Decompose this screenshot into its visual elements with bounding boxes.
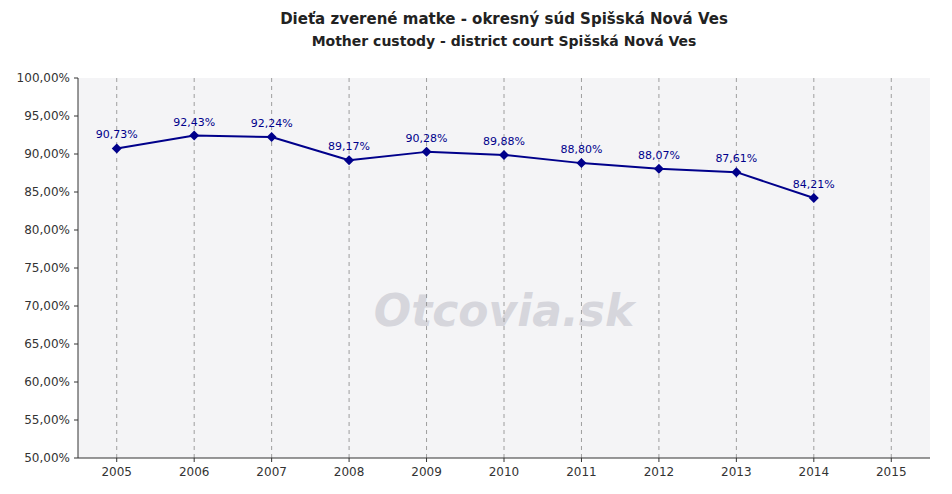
y-tick-label: 70,00%: [24, 299, 70, 313]
x-tick-label: 2015: [876, 465, 907, 479]
x-tick-label: 2012: [644, 465, 675, 479]
grid: [117, 78, 892, 458]
grid-line: [813, 78, 814, 458]
y-tick-label: 60,00%: [24, 375, 70, 389]
marker: [654, 164, 664, 174]
marker: [267, 132, 277, 142]
x-tick-label: 2010: [489, 465, 520, 479]
data-label: 89,17%: [328, 140, 370, 153]
y-tick-label: 80,00%: [24, 223, 70, 237]
title: Dieťa zverené matke - okresný súd Spišsk…: [280, 10, 728, 28]
x-tick: [349, 458, 350, 462]
y-tick-label: 55,00%: [24, 413, 70, 427]
marker: [809, 193, 819, 203]
y-tick-label: 90,00%: [24, 147, 70, 161]
x-tick: [581, 458, 582, 462]
data-label: 88,07%: [638, 149, 680, 162]
marker: [576, 158, 586, 168]
x-tick-label: 2009: [411, 465, 442, 479]
y-tick-label: 75,00%: [24, 261, 70, 275]
marker: [344, 155, 354, 165]
y-tick: [74, 420, 78, 421]
y-tick-label: 100,00%: [17, 71, 70, 85]
y-tick: [74, 344, 78, 345]
grid-line: [658, 78, 659, 458]
x-tick-label: 2014: [799, 465, 830, 479]
x-tick: [426, 458, 427, 462]
y-tick: [74, 382, 78, 383]
grid-line: [736, 78, 737, 458]
data-labels: 90,73% 92,43% 92,24% 89,17% 90,28% 89,88% 88,8…: [96, 116, 835, 191]
y-tick: [74, 116, 78, 117]
y-tick: [74, 306, 78, 307]
data-label: 90,73%: [96, 128, 138, 141]
data-label: 90,28%: [406, 132, 448, 145]
y-tick-label: 85,00%: [24, 185, 70, 199]
watermark: Otcovia.sk: [374, 285, 637, 336]
grid-line: [891, 78, 892, 458]
x-tick-label: 2005: [101, 465, 132, 479]
data-label: 84,21%: [793, 178, 835, 191]
x-tick: [658, 458, 659, 462]
x-tick-label: 2007: [256, 465, 287, 479]
marker: [189, 131, 199, 141]
plot-area: [78, 78, 930, 458]
marker: [731, 167, 741, 177]
x-tick: [271, 458, 272, 462]
series: [112, 131, 819, 203]
y-tick: [74, 230, 78, 231]
y-tick: [74, 268, 78, 269]
data-label: 87,61%: [715, 152, 757, 165]
x-tick: [891, 458, 892, 462]
x-tick: [813, 458, 814, 462]
grid-line: [581, 78, 582, 458]
x-tick: [194, 458, 195, 462]
x-tick-label: 2013: [721, 465, 752, 479]
grid-line: [349, 78, 350, 458]
subtitle: Mother custody - district court Spišská …: [312, 33, 697, 49]
y-tick-label: 95,00%: [24, 109, 70, 123]
x-tick-label: 2006: [179, 465, 210, 479]
x-tick: [116, 458, 117, 462]
x-tick-label: 2008: [334, 465, 365, 479]
x-tick: [504, 458, 505, 462]
axes: 2005 2006 2007 2008 2009 2010 2011 2012 2013 2014…: [17, 71, 930, 479]
y-tick: [74, 192, 78, 193]
marker: [499, 150, 509, 160]
data-label: 89,88%: [483, 135, 525, 148]
data-label: 92,24%: [251, 117, 293, 130]
x-tick: [736, 458, 737, 462]
marker: [112, 143, 122, 153]
x-tick-label: 2011: [566, 465, 597, 479]
y-tick-label: 50,00%: [24, 451, 70, 465]
chart: Dieťa zverené matke - okresný súd Spišsk…: [0, 0, 952, 494]
y-tick: [74, 154, 78, 155]
data-label: 88,80%: [560, 143, 602, 156]
line: [117, 136, 814, 198]
y-tick: [74, 458, 78, 459]
data-label: 92,43%: [173, 116, 215, 129]
y-tick: [74, 78, 78, 79]
y-tick-label: 65,00%: [24, 337, 70, 351]
marker: [422, 147, 432, 157]
